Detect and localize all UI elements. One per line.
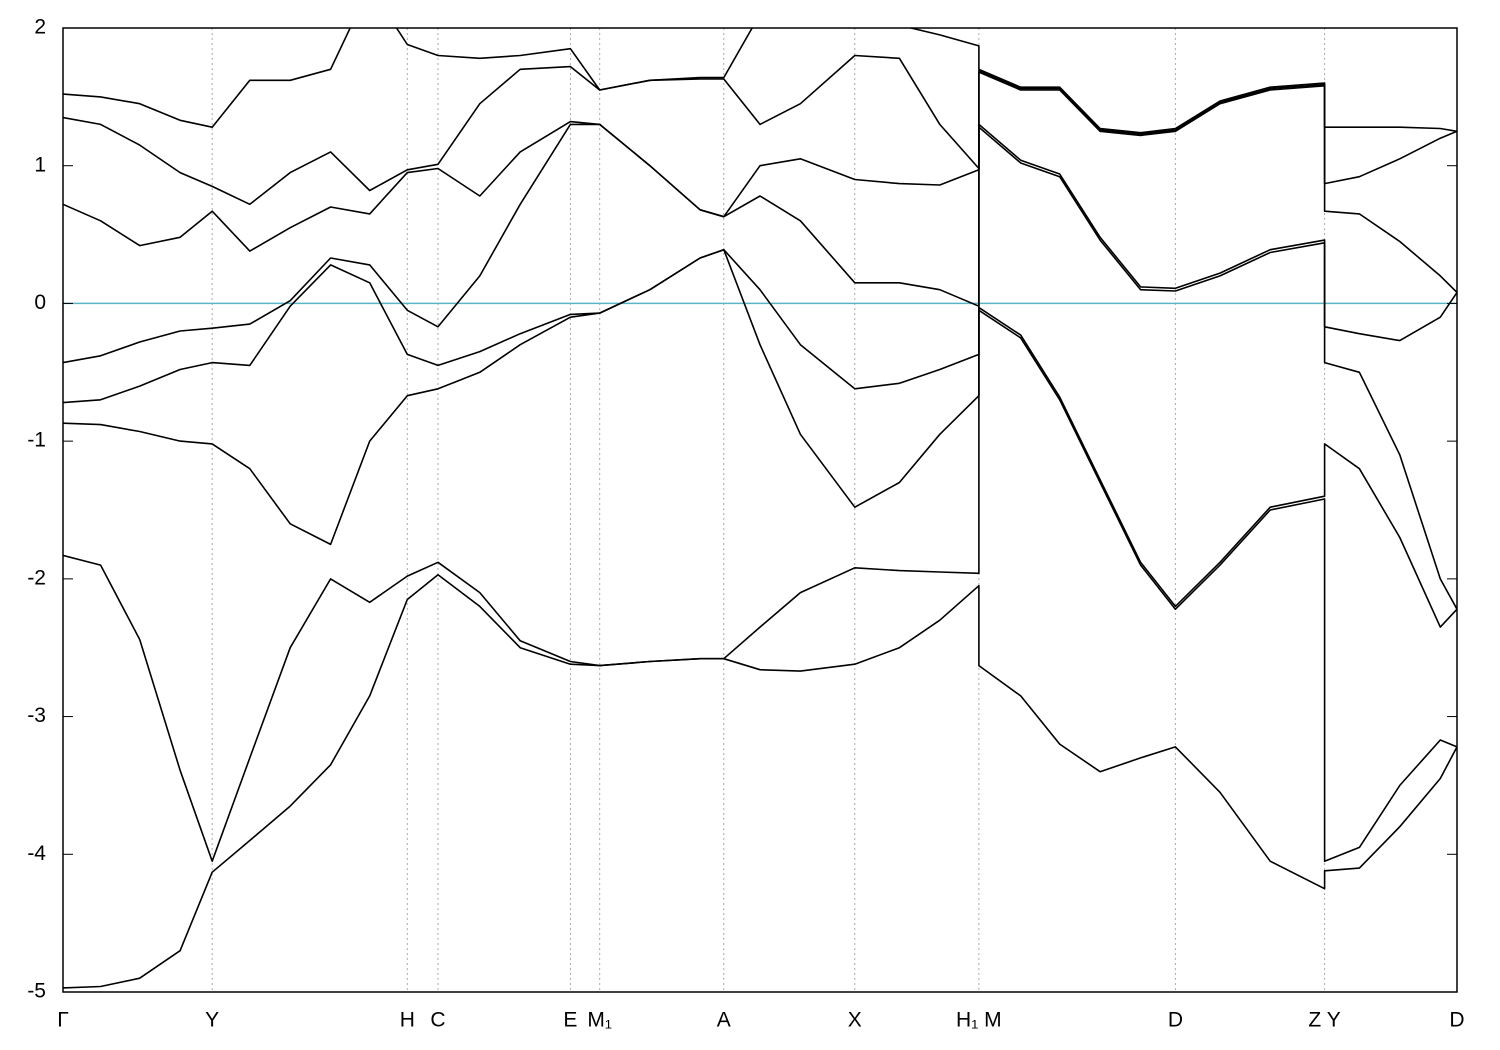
band-line xyxy=(63,54,1457,206)
x-tick-label: H₁ M xyxy=(956,1009,1002,1032)
y-tick-label: 1 xyxy=(34,153,46,176)
x-tick-label: A xyxy=(717,1009,731,1032)
x-tick-label: M₁ xyxy=(587,1009,612,1032)
x-tick-label: Y xyxy=(205,1009,219,1032)
band-line xyxy=(63,126,1457,610)
labels: 2 1 0 -1 -2 -3 -4 -5 Γ Y H C E M₁ A X H₁ M D Z Y D xyxy=(27,16,1464,1032)
y-tick-label: 0 xyxy=(34,291,46,314)
grid xyxy=(62,28,1458,992)
band-line xyxy=(63,248,1457,628)
band-line xyxy=(63,71,1457,293)
band-line xyxy=(63,28,1457,134)
x-tick-label: C xyxy=(430,1009,445,1032)
plot-frame xyxy=(62,27,1458,993)
x-tick-label: D xyxy=(1168,1009,1183,1032)
x-tick-label: Z Y xyxy=(1308,1009,1340,1032)
x-tick-label: Γ xyxy=(57,1009,69,1032)
band-line xyxy=(63,309,1457,862)
y-tick-label: 2 xyxy=(34,16,46,39)
x-tick-label: X xyxy=(848,1009,862,1032)
x-tick-label: H xyxy=(400,1009,415,1032)
y-tick-label: -4 xyxy=(27,842,46,865)
y-tick-label: -5 xyxy=(27,980,46,1003)
y-tick-label: -2 xyxy=(27,566,46,589)
y-tick-label: -1 xyxy=(27,429,46,452)
x-tick-label: E xyxy=(563,1009,577,1032)
band-line xyxy=(63,573,1457,989)
band-line xyxy=(63,123,1457,364)
y-tick-label: -3 xyxy=(27,704,46,727)
plot-area xyxy=(63,28,1457,989)
x-tick-label: D xyxy=(1449,1009,1464,1032)
